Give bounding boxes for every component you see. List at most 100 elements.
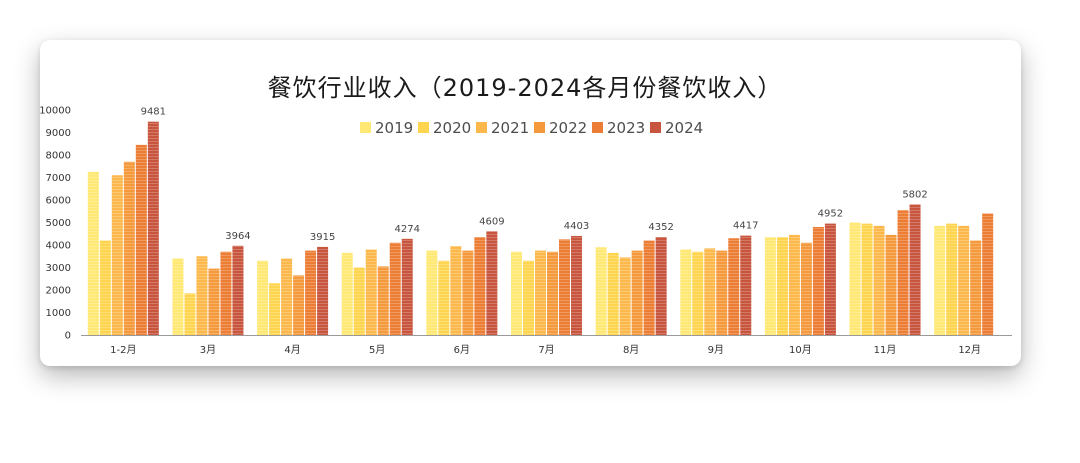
bar (87, 171, 99, 335)
bar-texture (655, 237, 667, 335)
legend-label: 2022 (549, 119, 587, 137)
legend-item: 2022 (534, 119, 587, 137)
bar-texture (946, 223, 958, 335)
bar-texture (897, 210, 909, 335)
bar-texture (631, 250, 643, 335)
bar (571, 235, 582, 335)
legend-swatch (476, 122, 487, 133)
legend-item: 2021 (476, 119, 529, 137)
bar (909, 204, 921, 335)
y-tick-label: 10000 (40, 106, 71, 117)
bar (619, 257, 631, 335)
y-tick-label: 5000 (46, 218, 71, 229)
bar-texture (172, 258, 184, 335)
bar-texture (474, 237, 486, 335)
bar-texture (716, 250, 728, 335)
bar-texture (535, 250, 546, 335)
bar-texture (704, 248, 716, 335)
x-category-label: 10月 (789, 344, 812, 356)
bar (135, 144, 147, 335)
bar (680, 249, 692, 335)
bar (559, 239, 570, 335)
bar-texture (873, 225, 885, 335)
bar (897, 210, 909, 335)
y-tick-label: 7000 (46, 173, 71, 184)
bar (147, 121, 159, 336)
bar-texture (800, 242, 812, 335)
bar-texture (885, 234, 897, 335)
bar (861, 223, 873, 335)
legend-swatch (534, 122, 545, 133)
bar (438, 260, 450, 335)
bar (474, 237, 486, 335)
bar (486, 231, 498, 335)
bar-texture (619, 257, 631, 335)
bar (692, 251, 704, 335)
y-tick-label: 0 (65, 331, 71, 342)
bar-texture (849, 222, 861, 335)
bar (704, 248, 716, 335)
bar (800, 242, 812, 335)
bar (946, 223, 958, 335)
bar-texture (861, 223, 873, 335)
legend-label: 2023 (607, 119, 645, 137)
bar (111, 175, 123, 335)
bar (305, 250, 317, 335)
bar-texture (692, 251, 704, 335)
bar (595, 247, 607, 335)
y-tick-label: 1000 (46, 308, 71, 319)
chart-title: 餐饮行业收入（2019-2024各月份餐饮收入） (268, 74, 783, 102)
y-tick-label: 8000 (46, 151, 71, 162)
bar (462, 250, 474, 335)
legend-item: 2024 (650, 119, 703, 137)
bars (87, 121, 994, 336)
bar-texture (511, 251, 522, 335)
x-category-label: 3月 (200, 344, 216, 356)
bar (535, 250, 546, 335)
bar-texture (438, 260, 450, 335)
bar (728, 238, 740, 335)
chart-card: 餐饮行业收入（2019-2024各月份餐饮收入） 2019 2020 2021 202… (40, 40, 1021, 366)
legend-label: 2024 (665, 119, 703, 137)
bar-texture (208, 268, 220, 335)
legend-item: 2020 (418, 119, 471, 137)
data-label: 4417 (733, 221, 758, 232)
bar-texture (680, 249, 692, 335)
data-label: 4352 (648, 222, 673, 233)
bar-texture (305, 250, 317, 335)
bar-texture (184, 293, 196, 335)
bar (257, 260, 269, 335)
bar (740, 235, 752, 335)
bar (317, 246, 329, 335)
y-tick-label: 9000 (46, 128, 71, 139)
legend-label: 2020 (433, 119, 471, 137)
data-label: 3915 (310, 232, 335, 243)
bar-texture (87, 171, 99, 335)
x-category-label: 9月 (708, 344, 724, 356)
x-category-label: 1-2月 (110, 344, 136, 356)
bar-texture (764, 237, 776, 335)
x-category-label: 11月 (874, 344, 897, 356)
bar (788, 234, 800, 335)
bar (607, 252, 619, 335)
bar (873, 225, 885, 335)
bar-texture (196, 256, 208, 335)
legend-label: 2019 (375, 119, 413, 137)
legend-swatch (418, 122, 429, 133)
x-category-label: 6月 (454, 344, 470, 356)
bar-texture (317, 246, 329, 335)
bar (123, 161, 135, 335)
bar-texture (377, 266, 389, 335)
x-category-label: 4月 (284, 344, 300, 356)
bar-texture (220, 251, 232, 335)
data-label: 4274 (395, 224, 420, 235)
bar (184, 293, 196, 335)
bar (269, 283, 281, 335)
bar-texture (595, 247, 607, 335)
bar (450, 246, 462, 335)
legend-label: 2021 (491, 119, 529, 137)
data-label: 9481 (141, 107, 166, 118)
bar-texture (389, 242, 401, 335)
bar (365, 249, 377, 335)
data-label: 5802 (902, 189, 927, 200)
